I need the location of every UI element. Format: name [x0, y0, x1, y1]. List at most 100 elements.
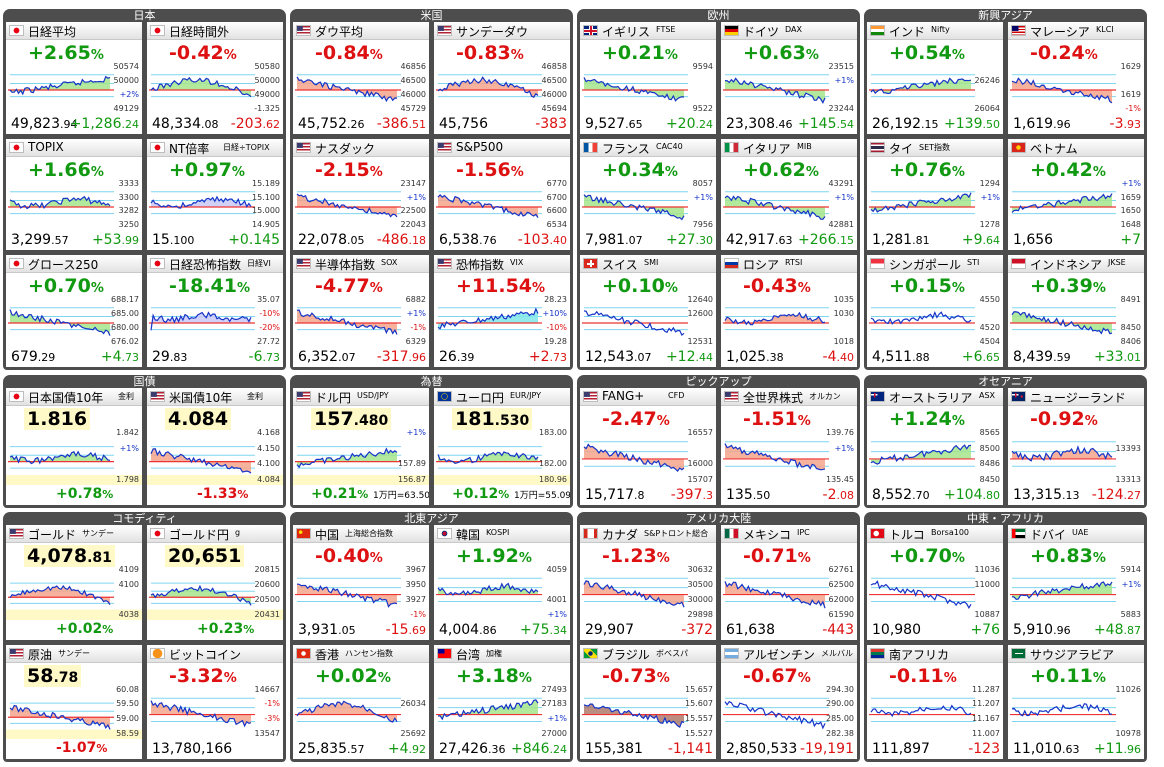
- percent-unit: %: [102, 488, 114, 501]
- market-cell[interactable]: カナダ S&Pトロント総合 30632 30500 30000 29898 -1.23% 29…: [580, 525, 716, 640]
- usa-flag-icon: [583, 391, 598, 402]
- price-decimal: .59: [1053, 350, 1071, 364]
- change-percent-value: -3.32: [169, 664, 224, 687]
- chart-area: [151, 586, 251, 606]
- market-cell[interactable]: ロシア RTSI 1035 1030 1018 -0.43% 1,025.38 -4.40: [721, 255, 857, 367]
- chart-area: [871, 445, 971, 465]
- market-cell[interactable]: ニュージーランド 13393 13313 -0.92% 13,315.13 -124.27: [1008, 388, 1144, 505]
- market-cell[interactable]: シンガポール STI 4550 4520 4504 +0.15% 4,511.88 +6.65: [867, 255, 1003, 367]
- cell-header: グロース250: [6, 255, 142, 274]
- axis-label: 4504: [979, 336, 1000, 346]
- percent-unit: %: [223, 670, 237, 686]
- market-cell[interactable]: フランス CAC40 8057 +1% 7956 +0.34% 7,981.07 +27.30: [580, 138, 716, 251]
- mexico-flag-icon: [724, 528, 739, 539]
- market-cell[interactable]: 原油 サンデー 60.08 59.50 59.00 58.59 58.78 -1.07%: [6, 644, 142, 759]
- market-cell[interactable]: イギリス FTSE 9594 9522 +0.21% 9,527.65 +20.24: [580, 22, 716, 134]
- market-cell[interactable]: メキシコ IPC 62761 62500 62000 61590 -0.71% 61,638 -…: [721, 525, 857, 640]
- group-cells: FANG+ CFD 16557 16000 15707 -2.47% 15,717.8 -39…: [580, 388, 857, 505]
- axis-label: 688.17: [111, 295, 139, 305]
- change-decimal: .64: [982, 234, 1001, 248]
- market-cell[interactable]: サウジアラビア 11026 10978 +0.11% 11,010.63 +11.96: [1008, 644, 1144, 759]
- argentina-flag-icon: [724, 647, 739, 659]
- change-value: +266.15: [798, 232, 854, 248]
- market-cell[interactable]: ドバイ UAE 5914 +1% 5883 +0.83% 5,910.96 +48.87: [1008, 525, 1144, 640]
- market-cell[interactable]: グロース250 688.17 685.00 680.00 676.02 +0.70% 679…: [6, 255, 142, 367]
- axis-label: +1%: [547, 714, 567, 724]
- market-cell[interactable]: サンデーダウ 46858 46500 46000 45694 -0.83% 45,756 -3…: [434, 22, 570, 134]
- chart-area: [438, 194, 538, 218]
- market-cell[interactable]: スイス SMI 12640 12600 12531 +0.10% 12,543.07 +12.…: [580, 255, 716, 367]
- price-decimal: .63: [1062, 743, 1080, 756]
- market-cell[interactable]: TOPIX 3333 3300 3282 3250 +1.66% 3,299.57 +53.9…: [6, 138, 142, 251]
- market-cell[interactable]: トルコ Borsa100 11036 11000 10887 +0.70% 10,980 +7…: [867, 525, 1003, 640]
- market-cell[interactable]: インド Nifty 26246 26064 +0.54% 26,192.15 +139.50: [867, 22, 1003, 134]
- market-cell[interactable]: 米国債10年 金利 4.168 4.150 4.100 4.084 4.084 -1.33%: [147, 388, 283, 505]
- market-cell[interactable]: ユーロ円 EUR/JPY 183.00 182.00 180.96 181.530 +0.1…: [434, 388, 570, 505]
- axis-label: 1.842: [116, 428, 139, 437]
- axis-label: 11.207: [972, 699, 1000, 709]
- axis-label: +1%: [693, 192, 713, 202]
- change-percent-value: +1.92: [456, 545, 519, 567]
- percent-unit: %: [951, 551, 965, 566]
- market-cell[interactable]: ブラジル ボベスパ 15.657 15.607 15.557 15.527 -0.73% 15…: [580, 644, 716, 759]
- price: 8,552.70: [872, 487, 930, 503]
- market-cell[interactable]: マレーシア KLCI 1629 1619 -1% -0.24% 1,619.96 -3.93: [1008, 22, 1144, 134]
- market-cell[interactable]: NT倍率 日経÷TOPIX 15.189 15.100 15.000 14.905 +0.9…: [147, 138, 283, 251]
- market-name: 南アフリカ: [889, 647, 950, 662]
- change-percent: -0.67%: [743, 665, 811, 687]
- axis-label: 12531: [687, 336, 713, 346]
- market-cell[interactable]: 韓国 KOSPI 4059 4001 +1% +1.92% 4,004.86 +75.34: [434, 525, 570, 640]
- market-cell[interactable]: 台湾 加権 27493 27183 +1% 27000 +3.18% 27,426.36 +84…: [434, 644, 570, 759]
- market-name: カナダ: [602, 528, 639, 542]
- axis-label: 46500: [400, 75, 426, 85]
- change-main: -443: [822, 621, 854, 638]
- price-decimal: .50: [752, 489, 771, 502]
- cell-header: 日経恐怖指数 日経VI: [147, 255, 283, 274]
- group-japan: 日本 日経平均 50574 50000 +2% 49129 +2.65% 49,823.94 +…: [3, 9, 286, 370]
- market-cell[interactable]: 全世界株式 オルカン 139.76 +1% 135.45 -1.51% 135.50 -2.0…: [721, 388, 857, 505]
- japan-flag-icon: [150, 528, 165, 539]
- market-cell[interactable]: イタリア MIB 43291 +1% 42881 +0.62% 42,917.63 +266.…: [721, 138, 857, 251]
- market-cell[interactable]: FANG+ CFD 16557 16000 15707 -2.47% 15,717.8 -39…: [580, 388, 716, 505]
- market-cell[interactable]: 半導体指数 SOX 6882 +1% -1% 6329 -4.77% 6,352.07 -317…: [293, 255, 429, 367]
- market-cell[interactable]: インドネシア JKSE 8491 8450 8406 +0.39% 8,439.59 +33.…: [1008, 255, 1144, 367]
- market-cell[interactable]: ドル円 USD/JPY +1% 157.89 156.87 157.480 +0.21% 1万…: [293, 388, 429, 505]
- change-value: -397.3: [671, 487, 713, 503]
- market-cell[interactable]: オーストラリア ASX 8565 8500 8486 8450 +1.24% 8,552.70…: [867, 388, 1003, 505]
- cell-header: スイス SMI: [580, 255, 716, 274]
- percent-unit: %: [951, 48, 965, 63]
- market-cell[interactable]: 日本国債10年 金利 1.842 +1% 1.798 1.816 +0.78%: [6, 388, 142, 505]
- market-cell[interactable]: 日経平均 50574 50000 +2% 49129 +2.65% 49,823.94 +1,…: [6, 22, 142, 134]
- market-cell[interactable]: 恐怖指数 VIX 28.23 +10% -10% 19.28 +11.54% 26.39 +2.…: [434, 255, 570, 367]
- market-cell[interactable]: ベトナム +1% 1659 1650 1648 +0.42% 1,656 +7: [1008, 138, 1144, 251]
- market-cell[interactable]: 中国 上海総合指数 3967 3950 3927 -1% -0.40% 3,931.05 -15…: [293, 525, 429, 640]
- chart-highlight: [6, 609, 142, 620]
- price-line: [870, 311, 972, 326]
- market-cell[interactable]: 南アフリカ 11.287 11.207 11.167 11.007 -0.11% 111,8…: [867, 644, 1003, 759]
- change-value: -1,141: [668, 741, 713, 757]
- market-name: 中国: [315, 528, 340, 542]
- price-line: [9, 450, 111, 465]
- axis-label: -1%: [410, 323, 426, 333]
- market-cell[interactable]: S&P500 6770 6700 6600 6534 -1.56% 6,538.76 -103…: [434, 138, 570, 251]
- price-decimal: .100: [169, 234, 195, 248]
- market-cell[interactable]: ゴールド円 g 20815 20600 20500 20431 20,651 +0.23%: [147, 525, 283, 640]
- market-subname: 上海総合指数: [345, 529, 393, 538]
- market-cell[interactable]: 香港 ハンセン指数 26034 25692 +0.02% 25,835.57 +4.92: [293, 644, 429, 759]
- price-line: [437, 698, 539, 720]
- change-value: +2.73: [529, 349, 567, 365]
- market-cell[interactable]: アルゼンチン メルバル 294.30 290.00 285.00 282.38 -0.67%…: [721, 644, 857, 759]
- market-cell[interactable]: ダウ平均 46856 46500 46000 45729 -0.84% 45,752.26-…: [293, 22, 429, 134]
- price-decimal: .29: [37, 350, 56, 364]
- price-decimal: .05: [347, 234, 365, 248]
- market-cell[interactable]: タイ SET指数 1294 +1% 1278 +0.76% 1,281.81 +9.64: [867, 138, 1003, 251]
- market-cell[interactable]: ナスダック 23147 +1% 22500 22043 -2.15% 22,078.05 -4…: [293, 138, 429, 251]
- market-cell[interactable]: 日経時間外 50580 50000 49000 -1.325 -0.42% 48,334.0…: [147, 22, 283, 134]
- market-cell[interactable]: ゴールド サンデー 4109 4100 4038 4,078.81 +0.02%: [6, 525, 142, 640]
- axis-label: 30000: [687, 594, 713, 604]
- market-cell[interactable]: ビットコイン 14667 -1% -3% 13547 -3.32% 13,780,166: [147, 644, 283, 759]
- market-cell[interactable]: ドイツ DAX 23515 +1% 23244 +0.63% 23,308.46 +145.5…: [721, 22, 857, 134]
- axis-label: 27000: [541, 729, 567, 738]
- market-cell[interactable]: 日経恐怖指数 日経VI 35.07 -10% -20% 27.72 -18.41% 29.83…: [147, 255, 283, 367]
- axis-label: 9594: [692, 62, 713, 71]
